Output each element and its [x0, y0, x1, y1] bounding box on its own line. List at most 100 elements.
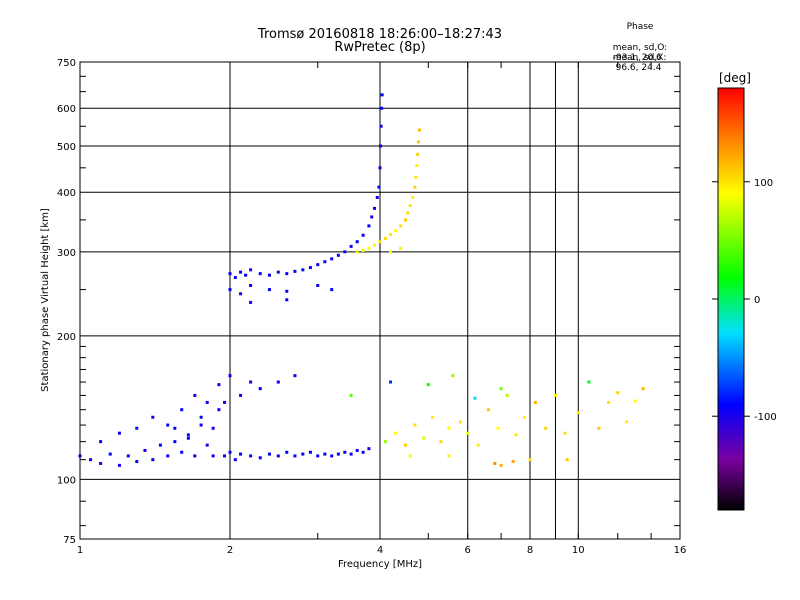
data-points [78, 93, 645, 467]
data-point [199, 423, 203, 427]
data-point [476, 443, 480, 447]
phase-stat-o: mean, sd,O: -93.1, 20.6 [607, 33, 667, 63]
data-point [276, 270, 280, 274]
chart-subtitle: RwPretec (8p) [334, 40, 426, 55]
data-point [316, 454, 320, 458]
data-point [258, 387, 262, 391]
y-tick-label: 300 [57, 248, 76, 259]
data-point [431, 415, 435, 419]
data-point [379, 144, 383, 148]
data-point [223, 400, 227, 404]
data-point [597, 426, 601, 430]
data-point [625, 420, 629, 424]
data-point [239, 270, 243, 274]
data-point [323, 452, 327, 456]
data-point [399, 224, 403, 228]
data-point [135, 426, 139, 430]
data-point [158, 443, 162, 447]
data-point [394, 431, 398, 435]
data-point [408, 204, 412, 208]
data-point [466, 431, 470, 435]
data-point [389, 380, 393, 384]
data-point [126, 454, 130, 458]
data-point [249, 283, 253, 287]
x-tick-label: 4 [377, 545, 383, 556]
data-point [267, 452, 271, 456]
data-point [151, 415, 155, 419]
phase-stat-o-values: -93.1, 20.6 [612, 53, 662, 63]
data-point [186, 433, 190, 437]
y-tick-label: 400 [57, 188, 76, 199]
data-point [267, 288, 271, 292]
data-point [186, 436, 190, 440]
x-axis-ticks: 1 2 4 6 8 10 16 [77, 62, 686, 556]
data-point [422, 436, 426, 440]
data-point [173, 440, 177, 444]
data-point [249, 268, 253, 272]
data-point [379, 124, 383, 128]
data-point [370, 215, 374, 219]
data-point [373, 243, 377, 247]
data-point [267, 273, 271, 277]
data-point [486, 408, 490, 412]
y-tick-label: 75 [63, 535, 76, 546]
data-point [641, 387, 645, 391]
data-point [380, 106, 384, 110]
data-point [258, 456, 262, 460]
data-point [514, 433, 518, 437]
data-point [607, 400, 611, 404]
phase-legend-title: Phase [626, 22, 654, 32]
data-point [293, 454, 297, 458]
data-point [193, 393, 197, 397]
data-point [406, 211, 410, 215]
data-point [411, 195, 415, 199]
data-point [99, 461, 103, 465]
data-point [389, 250, 393, 254]
data-point [223, 454, 227, 458]
data-point [408, 454, 412, 458]
data-point [301, 268, 305, 272]
data-point [377, 185, 381, 189]
data-point [217, 408, 221, 412]
y-tick-label: 600 [57, 104, 76, 115]
chart-title: Tromsø 20160818 18:26:00–18:27:43 [257, 27, 503, 42]
data-point [367, 447, 371, 451]
data-point [399, 246, 403, 250]
data-point [276, 454, 280, 458]
data-point [199, 415, 203, 419]
data-point [343, 450, 347, 454]
grid-lines [80, 62, 680, 539]
data-point [528, 458, 532, 462]
data-point [108, 452, 112, 456]
data-point [228, 272, 232, 276]
data-point [205, 400, 209, 404]
data-point [180, 408, 184, 412]
data-point [499, 387, 503, 391]
data-point [249, 300, 253, 304]
data-point [415, 164, 419, 168]
data-point [355, 240, 359, 244]
data-point [180, 450, 184, 454]
data-point [330, 257, 334, 261]
y-axis-label: Stationary phase Virtual Height [km] [40, 208, 51, 392]
data-point [447, 426, 451, 430]
data-point [587, 380, 591, 384]
data-point [233, 276, 237, 280]
data-point [117, 463, 121, 467]
data-point [499, 463, 503, 467]
data-point [565, 458, 569, 462]
data-point [496, 426, 500, 430]
data-point [633, 399, 637, 403]
data-point [323, 260, 327, 264]
data-point [249, 454, 253, 458]
phase-stat-o-label: mean, sd,O: [612, 43, 668, 53]
data-point [143, 448, 147, 452]
data-point [211, 426, 215, 430]
data-point [373, 206, 377, 210]
data-point [117, 431, 121, 435]
colorbar-tick-label: -100 [754, 412, 777, 423]
data-point [217, 383, 221, 387]
x-tick-label: 2 [227, 545, 233, 556]
data-point [228, 450, 232, 454]
